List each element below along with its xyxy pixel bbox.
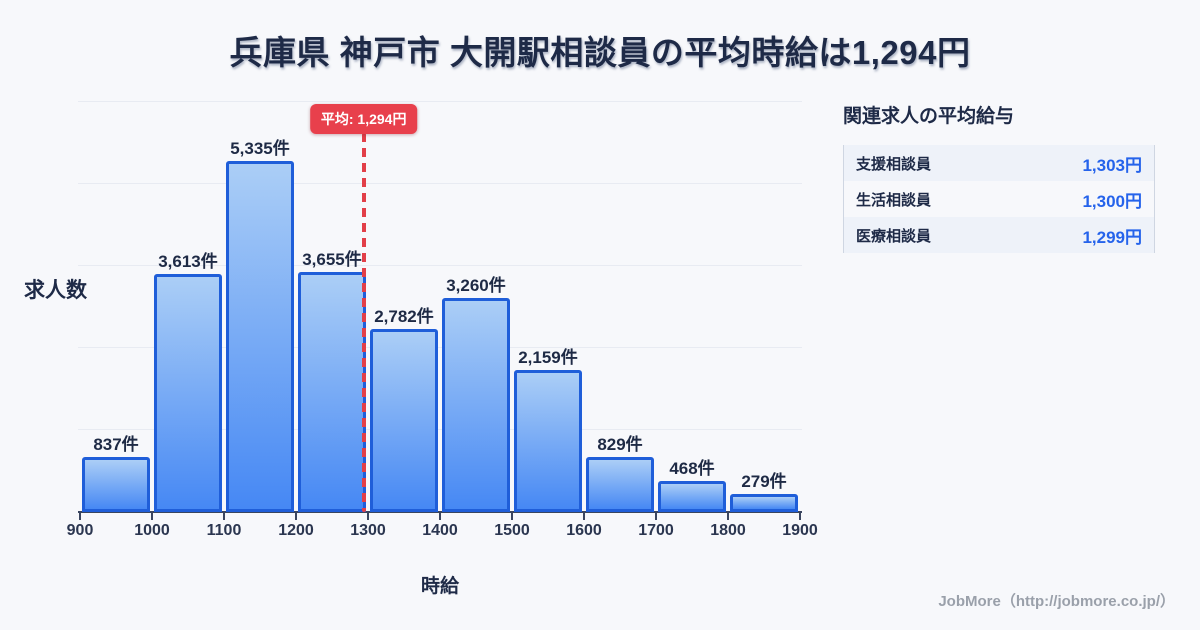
page-title: 兵庫県 神戸市 大開駅相談員の平均時給は1,294円 (229, 34, 971, 71)
x-tick-label: 1100 (206, 522, 242, 539)
bar-value-label: 5,335件 (230, 139, 290, 158)
x-tick-label: 1500 (494, 522, 530, 539)
x-tick-mark (223, 513, 225, 520)
x-tick-label: 1700 (638, 522, 674, 539)
y-axis-label: 求人数 (24, 279, 87, 302)
x-tick-mark (367, 513, 369, 520)
salary-row-value: 1,303円 (1082, 155, 1142, 175)
x-axis-label: 時給 (420, 576, 459, 597)
related-salary-header: 関連求人の平均給与 (843, 106, 1015, 127)
x-tick-mark (79, 513, 81, 520)
x-tick-label: 1800 (710, 522, 746, 539)
salary-table-row: 医療相談員 1,299円 (844, 217, 1154, 253)
salary-row-value: 1,300円 (1082, 191, 1142, 211)
average-badge: 平均: 1,294円 (309, 104, 418, 134)
x-tick-label: 1900 (782, 522, 818, 539)
x-tick-mark (655, 513, 657, 520)
histogram-bar (514, 370, 582, 512)
histogram-bar (442, 298, 510, 512)
histogram-bar (658, 481, 726, 512)
x-tick-label: 1400 (422, 522, 458, 539)
bar-value-label: 2,782件 (374, 307, 434, 326)
x-axis-line (78, 511, 802, 513)
bar-value-label: 279件 (741, 472, 787, 491)
related-salary-table: 支援相談員 1,303円生活相談員 1,300円医療相談員 1,299円 (843, 145, 1155, 253)
bar-value-label: 837件 (93, 435, 139, 454)
x-tick-mark (799, 513, 801, 520)
x-tick-mark (511, 513, 513, 520)
x-tick-label: 1000 (134, 522, 170, 539)
gridline (78, 183, 802, 184)
x-tick-mark (295, 513, 297, 520)
bar-value-label: 3,655件 (302, 250, 362, 269)
histogram-bar (586, 457, 654, 512)
histogram-bar (82, 457, 150, 512)
histogram-bar (730, 494, 798, 512)
salary-row-label: 支援相談員 (856, 155, 932, 173)
footer-credit: JobMore（http://jobmore.co.jp/） (938, 593, 1175, 610)
histogram-bar (154, 274, 222, 512)
x-tick-label: 900 (66, 522, 94, 539)
salary-row-label: 生活相談員 (856, 191, 932, 209)
x-tick-label: 1200 (278, 522, 314, 539)
x-tick-mark (151, 513, 153, 520)
x-tick-label: 1600 (566, 522, 602, 539)
salary-row-label: 医療相談員 (856, 227, 932, 245)
bar-value-label: 2,159件 (518, 348, 578, 367)
x-tick-mark (439, 513, 441, 520)
gridline (78, 429, 802, 430)
gridline (78, 101, 802, 102)
bar-value-label: 3,613件 (158, 252, 218, 271)
histogram-bar (370, 329, 438, 512)
gridline (78, 347, 802, 348)
x-tick-mark (727, 513, 729, 520)
x-tick-label: 1300 (350, 522, 386, 539)
x-tick-mark (583, 513, 585, 520)
bar-value-label: 829件 (597, 435, 643, 454)
bar-value-label: 468件 (669, 459, 715, 478)
salary-table-row: 支援相談員 1,303円 (844, 145, 1154, 181)
salary-row-value: 1,299円 (1082, 227, 1142, 247)
bar-value-label: 3,260件 (446, 276, 506, 295)
average-dashed-line (361, 133, 366, 512)
salary-table-row: 生活相談員 1,300円 (844, 181, 1154, 217)
gridline (78, 265, 802, 266)
histogram-bar (226, 161, 294, 512)
